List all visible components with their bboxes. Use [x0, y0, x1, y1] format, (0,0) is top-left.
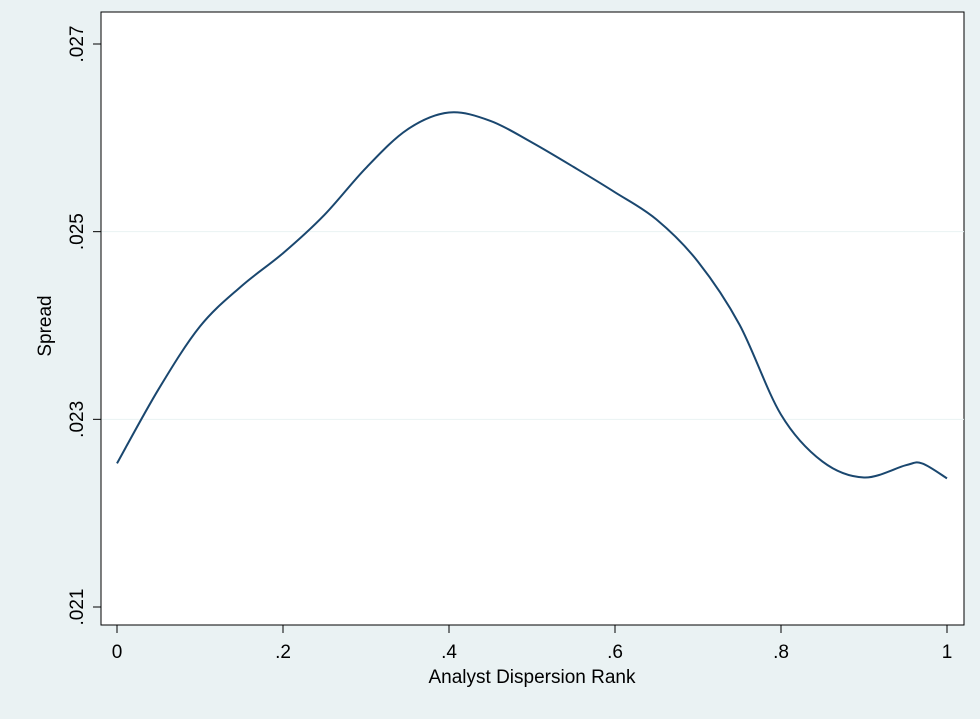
x-tick-label: .4 [441, 642, 457, 663]
x-tick-label: 1 [942, 642, 953, 663]
grid-lines [101, 231, 964, 420]
y-axis-label: Spread [35, 295, 56, 356]
ticks: .021 .023 .025 .027 0 .2 .4 .6 .8 1 [67, 26, 952, 663]
y-tick-label: .027 [67, 26, 88, 63]
x-tick-label: .6 [607, 642, 623, 663]
plot-area [100, 11, 965, 626]
x-tick-label: .2 [275, 642, 291, 663]
y-tick-label: .025 [67, 213, 88, 250]
x-tick-label: 0 [112, 642, 123, 663]
x-axis-label: Analyst Dispersion Rank [429, 667, 636, 688]
y-tick-label: .023 [67, 401, 88, 438]
y-tick-label: .021 [67, 589, 88, 626]
x-tick-label: .8 [773, 642, 789, 663]
series-line [116, 111, 948, 480]
